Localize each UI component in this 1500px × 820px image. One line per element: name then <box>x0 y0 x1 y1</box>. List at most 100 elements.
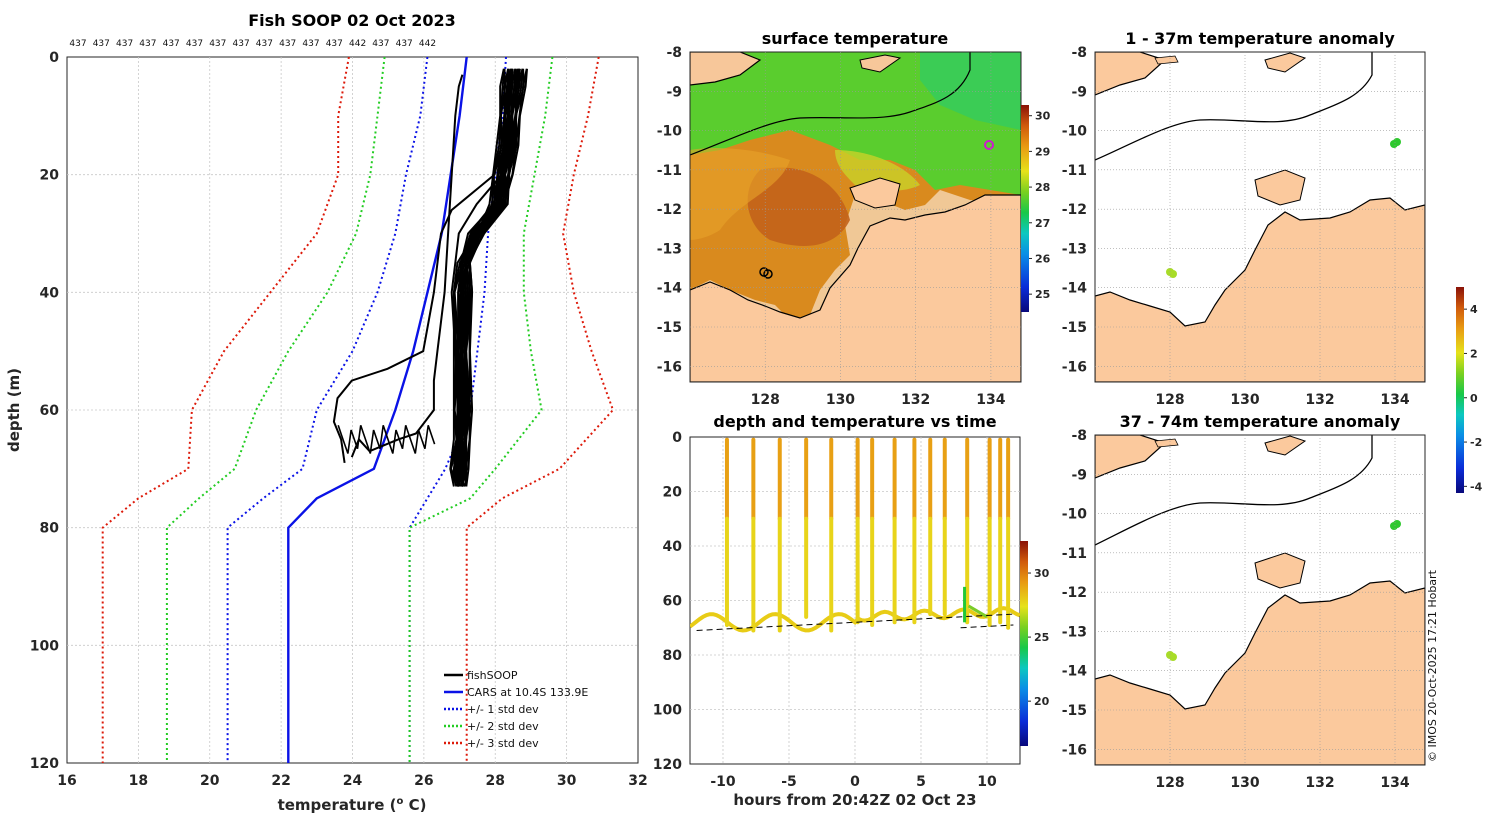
x-tick-label: 20 <box>200 773 220 789</box>
legend-fishsoop: fishSOOP <box>467 669 518 682</box>
x-tick-label: 32 <box>628 773 647 789</box>
colorbar-tick-label: 30 <box>1034 567 1050 580</box>
x-tick-label: 22 <box>271 773 290 789</box>
map-lon-label: 128 <box>1155 392 1184 408</box>
anomaly-bottom-land-island <box>1264 435 1307 456</box>
y-tick-label: 120 <box>30 756 59 772</box>
legend-std3: +/- 3 std dev <box>467 737 539 750</box>
map-lat-label: -14 <box>1062 281 1088 297</box>
y-tick-label: 60 <box>40 403 60 419</box>
sst-ticks: -8 -9 -10 -11 -12 -13 -14 -15 -16 128 130 132 134 <box>657 45 1006 408</box>
cast-green-tail <box>967 604 988 619</box>
colorbar-tick-label: 28 <box>1035 181 1050 194</box>
map-lat-label: -14 <box>1062 664 1088 680</box>
x-tick-label: 0 <box>850 774 860 790</box>
colorbar-tick-label: 25 <box>1035 288 1050 301</box>
colorbar-tick-label: 27 <box>1035 217 1050 230</box>
map-lon-label: 130 <box>1230 775 1259 791</box>
map-lat-label: -8 <box>1071 428 1087 444</box>
bottom-dashed-line-2 <box>960 624 1014 629</box>
anomaly-colorbar-ticks: -4 -2 0 2 4 <box>1464 303 1483 493</box>
colorbar-tick-label: -4 <box>1470 480 1483 493</box>
map-lat-label: -9 <box>1071 84 1087 100</box>
y-tick-label: 60 <box>663 594 683 610</box>
sst-land-island <box>859 54 902 73</box>
bottom-dashed-line <box>696 613 1014 631</box>
fishsoop-profile <box>332 74 514 464</box>
top-label: 437 <box>209 39 226 49</box>
anomaly-top-ticks: -8 -9 -10 -11 -12 -13 -14 -15 -16 128 130 132 134 <box>1062 45 1410 408</box>
map-lat-label: -12 <box>1062 202 1087 218</box>
time-panel: depth and temperature vs time -10 -5 0 5 100… <box>653 412 1050 809</box>
map-lon-label: 128 <box>751 392 780 408</box>
map-lat-label: -15 <box>1062 703 1087 719</box>
profile-lines <box>101 57 615 763</box>
anomaly-top-land-island <box>1264 52 1307 73</box>
legend-std2: +/- 2 std dev <box>467 720 539 733</box>
map-lat-label: -10 <box>1062 124 1088 140</box>
anomaly-bottom-map <box>1095 435 1425 765</box>
top-label: 437 <box>256 39 273 49</box>
map-lat-label: -9 <box>666 84 682 100</box>
anomaly-bottom-ticks: -8 -9 -10 -11 -12 -13 -14 -15 -16 128 130 132 134 <box>1062 428 1410 791</box>
sst-bathymetry-contour <box>690 52 971 156</box>
y-tick-label: 0 <box>49 50 59 66</box>
colorbar-tick-label: 25 <box>1034 631 1049 644</box>
colorbar-tick-label: -2 <box>1470 436 1482 449</box>
time-colorbar <box>1020 541 1028 746</box>
y-tick-label: 20 <box>663 485 683 501</box>
sst-green-patch <box>920 52 1021 130</box>
anomaly-top-grid <box>1095 52 1425 382</box>
anomaly-top-frame <box>1094 51 1426 383</box>
colorbar-tick-label: 20 <box>1034 695 1050 708</box>
map-lon-label: 132 <box>1305 392 1334 408</box>
time-grid <box>690 437 1020 764</box>
top-label: 437 <box>116 39 133 49</box>
legend-std1: +/- 1 std dev <box>467 703 539 716</box>
x-tick-label: 5 <box>916 774 926 790</box>
map-lat-label: -8 <box>666 45 682 61</box>
map-lat-label: -16 <box>657 359 682 375</box>
map-lat-label: -12 <box>1062 585 1087 601</box>
sst-track-point-south-2 <box>759 267 769 277</box>
fishsoop-profile <box>350 74 464 458</box>
top-label: 442 <box>349 39 366 49</box>
top-label: 437 <box>302 39 319 49</box>
x-tick-label: 10 <box>977 774 997 790</box>
map-lat-label: -15 <box>1062 320 1087 336</box>
series-line--1-std <box>408 57 507 763</box>
map-lat-label: -16 <box>1062 742 1087 758</box>
profile-grid <box>67 57 638 763</box>
profile-ylabel: depth (m) <box>5 368 23 452</box>
anomaly-top-contour <box>1095 52 1373 161</box>
top-label: 437 <box>279 39 296 49</box>
colorbar-tick-label: 0 <box>1470 392 1478 405</box>
series-line--2-std <box>408 57 554 763</box>
x-tick-label: 24 <box>343 773 363 789</box>
anomaly-bottom-point-north-2 <box>1390 522 1398 530</box>
x-tick-label: 30 <box>557 773 577 789</box>
sst-title: surface temperature <box>762 29 949 48</box>
series-line--1-std <box>226 57 429 763</box>
fishsoop-profile <box>450 74 514 446</box>
sst-map <box>690 52 1021 382</box>
map-lon-label: 134 <box>1380 392 1409 408</box>
profile-xlabel: temperature (o C) <box>278 796 427 814</box>
colorbar-tick-label: 29 <box>1035 145 1050 158</box>
profile-legend: fishSOOP CARS at 10.4S 133.9E +/- 1 std … <box>444 669 588 750</box>
sst-warm-core <box>747 167 850 246</box>
top-label: 442 <box>419 39 436 49</box>
time-marks <box>690 437 1020 633</box>
time-title: depth and temperature vs time <box>713 412 996 431</box>
map-lat-label: -14 <box>657 281 683 297</box>
anomaly-top-land-islet <box>1154 55 1179 65</box>
anomaly-bottom-land-islet <box>1154 438 1179 448</box>
x-tick-label: 28 <box>486 773 505 789</box>
profile-x-ticks: 16 18 20 22 24 26 28 30 32 <box>57 773 647 789</box>
sst-track-point-north <box>984 140 994 150</box>
legend-cars: CARS at 10.4S 133.9E <box>467 686 588 699</box>
time-colorbar-ticks: 20 25 30 <box>1028 567 1050 708</box>
map-lat-label: -11 <box>1062 546 1087 562</box>
sst-band-2 <box>835 150 920 191</box>
